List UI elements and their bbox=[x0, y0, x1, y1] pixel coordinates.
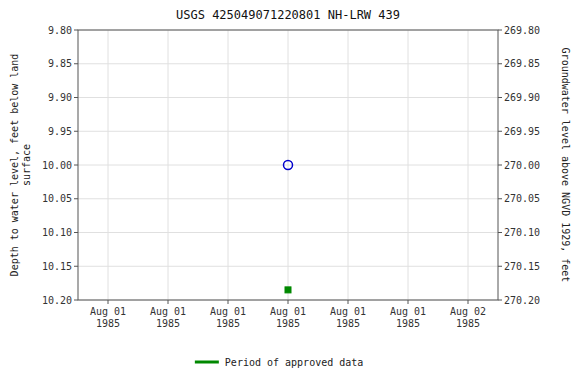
legend-label: Period of approved data bbox=[225, 357, 363, 368]
text-line: Aug 01 bbox=[150, 306, 186, 317]
text-line: Aug 01 bbox=[330, 306, 366, 317]
tick-label: 269.90 bbox=[504, 92, 540, 103]
tick-label: Aug 011985 bbox=[150, 306, 186, 329]
grid-line bbox=[108, 30, 109, 300]
tick bbox=[498, 97, 502, 98]
tick-label: 270.15 bbox=[504, 261, 540, 272]
text-line: 1985 bbox=[156, 318, 180, 329]
tick bbox=[74, 300, 78, 301]
point bbox=[284, 161, 293, 170]
tick-label: Aug 011985 bbox=[210, 306, 246, 329]
tick bbox=[74, 266, 78, 267]
grid-line bbox=[168, 30, 169, 300]
tick bbox=[408, 300, 409, 304]
tick bbox=[498, 63, 502, 64]
tick-label: 10.20 bbox=[42, 295, 72, 306]
tick-label: Aug 011985 bbox=[330, 306, 366, 329]
chart: 9.80 9.85 9.90 9.95 10.00 10.05 10.10 10.15 10.2… bbox=[0, 0, 576, 384]
tick bbox=[74, 63, 78, 64]
tick bbox=[288, 300, 289, 304]
point bbox=[285, 287, 291, 293]
text-line: Aug 02 bbox=[450, 306, 486, 317]
tick-label: Aug 011985 bbox=[90, 306, 126, 329]
grid-line bbox=[468, 30, 469, 300]
text-line: Aug 01 bbox=[390, 306, 426, 317]
title: USGS 425049071220801 NH-LRW 439 bbox=[176, 8, 400, 22]
tick bbox=[348, 300, 349, 304]
tick bbox=[74, 198, 78, 199]
text-line: 1985 bbox=[276, 318, 300, 329]
tick-label: 269.80 bbox=[504, 25, 540, 36]
axis-label: Groundwater level above NGVD 1929, feet bbox=[560, 48, 571, 283]
tick-label: 9.85 bbox=[48, 58, 72, 69]
tick bbox=[498, 165, 502, 166]
text-line: 1985 bbox=[216, 318, 240, 329]
grid-line bbox=[288, 30, 289, 300]
tick-label: 10.05 bbox=[42, 193, 72, 204]
text-line: 1985 bbox=[456, 318, 480, 329]
tick-label: 270.10 bbox=[504, 227, 540, 238]
tick-label: 269.95 bbox=[504, 126, 540, 137]
text-line: Aug 01 bbox=[210, 306, 246, 317]
tick bbox=[74, 131, 78, 132]
page: {"chart_data": { "type": "scatter", "tit… bbox=[0, 0, 576, 384]
grid-line bbox=[348, 30, 349, 300]
tick bbox=[74, 97, 78, 98]
marks bbox=[284, 161, 293, 293]
tick-label: 9.95 bbox=[48, 126, 72, 137]
tick bbox=[498, 232, 502, 233]
axis-label: Depth to water level, feet below landsur… bbox=[9, 54, 32, 277]
tick bbox=[498, 131, 502, 132]
tick bbox=[74, 232, 78, 233]
tick-label: 270.05 bbox=[504, 193, 540, 204]
tick-label: Aug 011985 bbox=[270, 306, 306, 329]
tick-label: 270.20 bbox=[504, 295, 540, 306]
text-line: 1985 bbox=[336, 318, 360, 329]
tick bbox=[228, 300, 229, 304]
tick-label: 10.10 bbox=[42, 227, 72, 238]
tick-label: 10.00 bbox=[42, 160, 72, 171]
text-line: 1985 bbox=[96, 318, 120, 329]
tick bbox=[168, 300, 169, 304]
plot-frame bbox=[78, 30, 498, 300]
tick bbox=[74, 30, 78, 31]
text-line: Depth to water level, feet below land bbox=[9, 54, 20, 277]
tick bbox=[498, 266, 502, 267]
legend: Period of approved data bbox=[195, 357, 363, 368]
tick bbox=[498, 300, 502, 301]
tick-label: 9.80 bbox=[48, 25, 72, 36]
tick bbox=[108, 300, 109, 304]
tick-label: Aug 021985 bbox=[450, 306, 486, 329]
text-line: surface bbox=[21, 144, 32, 186]
tick-label: Aug 011985 bbox=[390, 306, 426, 329]
tick-label: 269.85 bbox=[504, 58, 540, 69]
axes: 9.80 9.85 9.90 9.95 10.00 10.05 10.10 10.15 10.2… bbox=[42, 25, 540, 330]
legend-swatch bbox=[195, 361, 219, 364]
grid-line bbox=[228, 30, 229, 300]
tick-label: 9.90 bbox=[48, 92, 72, 103]
grid bbox=[78, 30, 498, 300]
grid-line bbox=[408, 30, 409, 300]
tick bbox=[468, 300, 469, 304]
text-line: 1985 bbox=[396, 318, 420, 329]
tick bbox=[498, 30, 502, 31]
text-line: Aug 01 bbox=[270, 306, 306, 317]
tick bbox=[498, 198, 502, 199]
background bbox=[0, 0, 576, 384]
tick bbox=[74, 165, 78, 166]
tick-label: 270.00 bbox=[504, 160, 540, 171]
text-line: Aug 01 bbox=[90, 306, 126, 317]
tick-label: 10.15 bbox=[42, 261, 72, 272]
